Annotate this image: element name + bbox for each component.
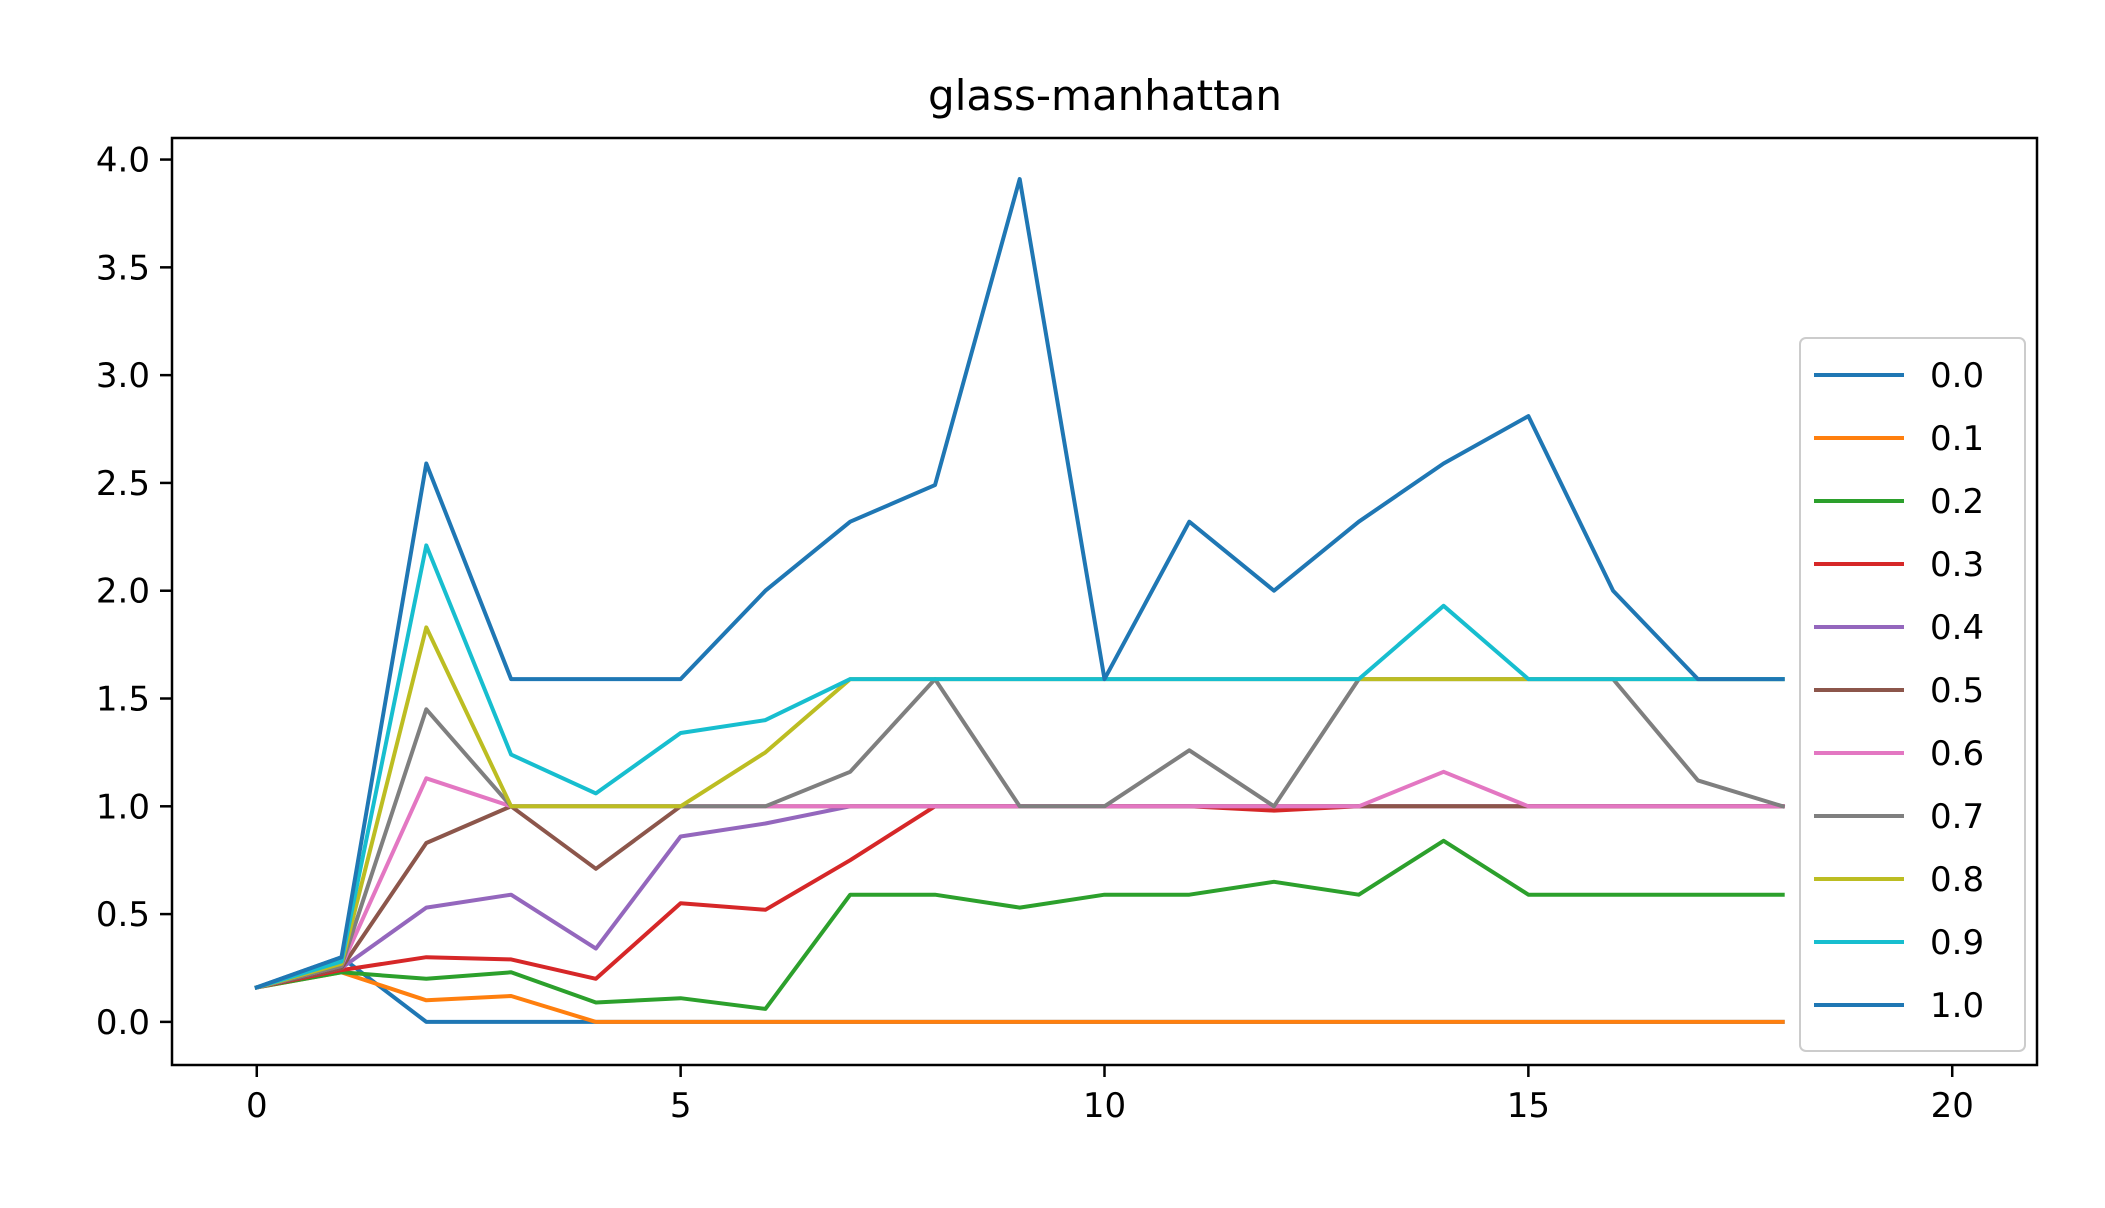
legend-label-0: 0.0 xyxy=(1930,356,1984,396)
y-tick-label: 3.0 xyxy=(96,356,150,396)
series-line-2 xyxy=(254,838,1785,1011)
y-tick-label: 3.5 xyxy=(96,248,150,288)
legend-label-10: 1.0 xyxy=(1930,986,1984,1026)
y-tick-label: 0.5 xyxy=(96,895,150,935)
y-tick-label: 0.0 xyxy=(96,1003,150,1043)
x-axis: 0 5 10 15 20 xyxy=(246,1065,1974,1126)
legend: 0.0 0.1 0.2 0.3 0.4 0.5 0.6 0.7 0.8 0.9 1.0 xyxy=(1799,337,2026,1052)
x-tick-label: 20 xyxy=(1931,1086,1974,1126)
legend-label-7: 0.7 xyxy=(1930,797,1984,837)
series-line-10 xyxy=(254,177,1785,990)
legend-label-1: 0.1 xyxy=(1930,419,1984,459)
y-tick-label: 4.0 xyxy=(96,141,150,181)
y-tick-label: 2.0 xyxy=(96,572,150,612)
series-line-9 xyxy=(254,543,1785,990)
legend-label-4: 0.4 xyxy=(1930,608,1984,648)
legend-label-5: 0.5 xyxy=(1930,671,1984,711)
legend-label-3: 0.3 xyxy=(1930,545,1984,585)
y-tick-label: 2.5 xyxy=(96,464,150,504)
legend-box xyxy=(1799,337,2026,1052)
legend-label-2: 0.2 xyxy=(1930,482,1984,522)
series-line-7 xyxy=(254,677,1786,990)
x-tick-label: 10 xyxy=(1083,1086,1126,1126)
legend-label-6: 0.6 xyxy=(1930,734,1984,774)
x-tick-label: 5 xyxy=(670,1086,692,1126)
plot-frame xyxy=(170,136,2039,1067)
plot-lines xyxy=(254,177,1786,1024)
legend-label-8: 0.8 xyxy=(1930,860,1984,900)
legend-label-9: 0.9 xyxy=(1930,923,1984,963)
x-tick-label: 15 xyxy=(1507,1086,1550,1126)
y-axis: 0.0 0.5 1.0 1.5 2.0 2.5 3.0 3.5 4.0 xyxy=(96,141,172,1043)
series-line-0 xyxy=(254,955,1785,1024)
chart-title: glass-manhattan xyxy=(928,71,1282,120)
x-tick-label: 0 xyxy=(246,1086,268,1126)
series-line-1 xyxy=(254,970,1785,1024)
y-tick-label: 1.5 xyxy=(96,680,150,720)
y-tick-label: 1.0 xyxy=(96,787,150,827)
